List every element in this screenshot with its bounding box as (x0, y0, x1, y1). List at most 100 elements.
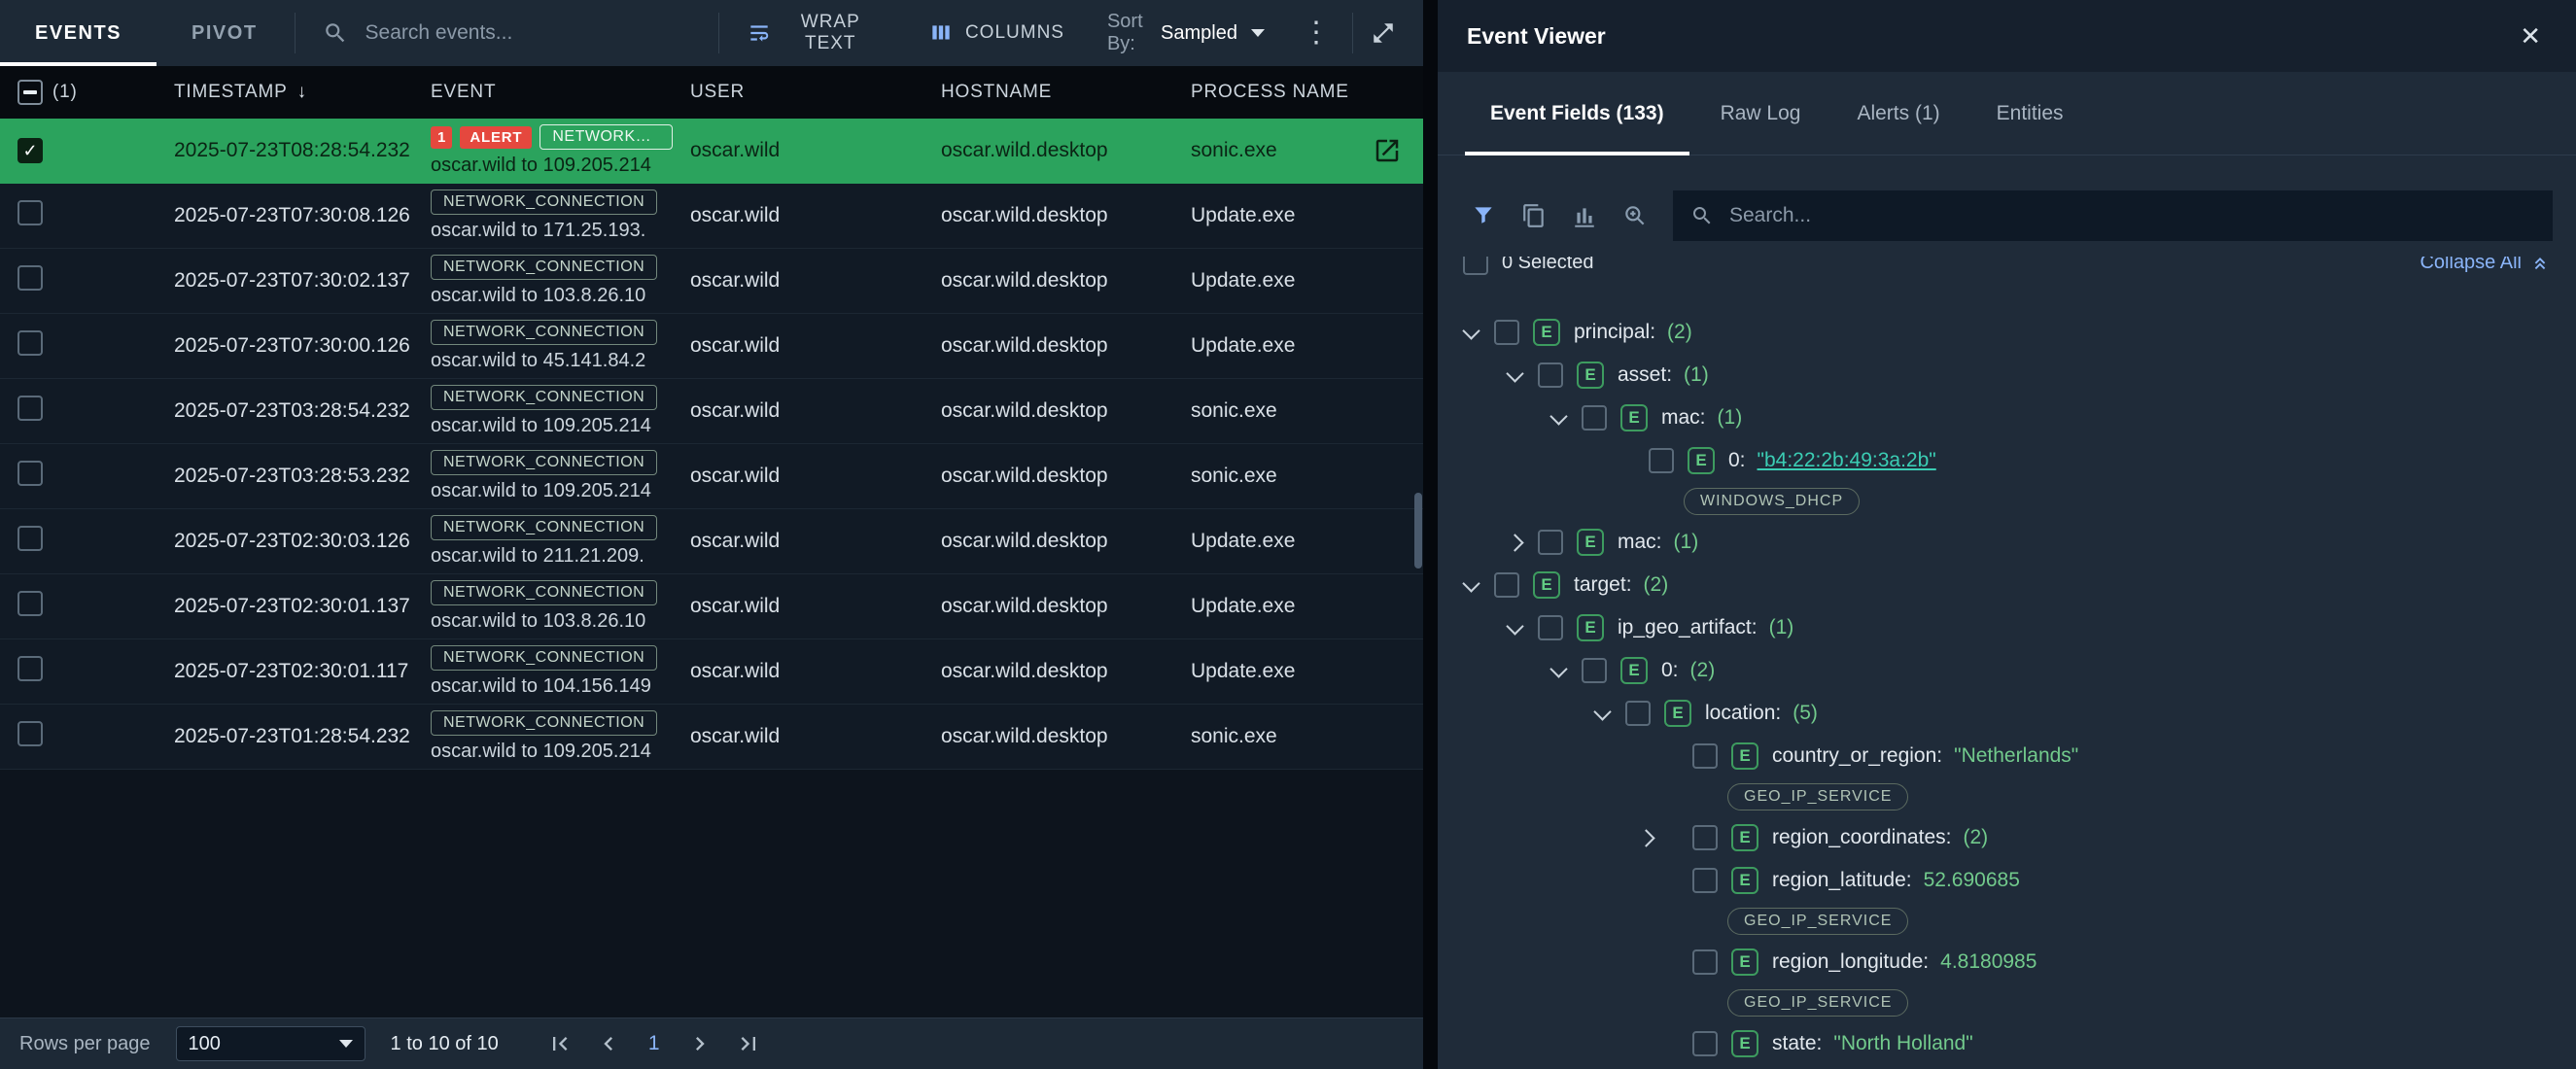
row-checkbox[interactable] (17, 396, 43, 421)
row-checkbox[interactable] (17, 138, 43, 163)
event-detail: oscar.wild to 171.25.193. (431, 220, 646, 241)
field-count: (2) (1963, 826, 1989, 848)
col-header-event[interactable]: EVENT (413, 82, 673, 103)
event-type-badge: NETWORK_CONNECTION (431, 580, 658, 605)
copy-icon[interactable] (1512, 193, 1556, 238)
col-header-process[interactable]: PROCESS NAME (1173, 82, 1423, 103)
tab-entities[interactable]: Entities (1971, 72, 2089, 155)
columns-button[interactable]: COLUMNS (903, 0, 1090, 66)
event-row[interactable]: 2025-07-23T07:30:00.126 NETWORK_CONNECTI… (0, 314, 1423, 379)
chevron-down-icon[interactable] (1503, 616, 1538, 636)
event-row[interactable]: 2025-07-23T08:28:54.232 1 ALERT NETWORK_… (0, 119, 1423, 184)
row-checkbox[interactable] (17, 526, 43, 551)
user-cell: oscar.wild (690, 530, 781, 552)
table-scrollbar-thumb[interactable] (1414, 493, 1422, 569)
more-options-button[interactable]: ⋮ (1282, 18, 1350, 48)
entity-value-link[interactable]: "b4:22:2b:49:3a:2b" (1757, 449, 1936, 471)
row-checkbox[interactable] (17, 591, 43, 616)
event-detail: oscar.wild to 109.205.214 (431, 741, 651, 762)
event-row[interactable]: 2025-07-23T03:28:54.232 NETWORK_CONNECTI… (0, 379, 1423, 444)
chevron-down-icon[interactable] (1459, 573, 1494, 593)
field-checkbox[interactable] (1692, 1031, 1718, 1056)
collapse-all-button[interactable]: Collapse All (2419, 257, 2551, 274)
events-search[interactable] (297, 20, 716, 46)
chevron-down-icon[interactable] (1503, 363, 1538, 383)
event-row[interactable]: 2025-07-23T01:28:54.232 NETWORK_CONNECTI… (0, 705, 1423, 770)
field-checkbox[interactable] (1692, 949, 1718, 975)
alert-badge[interactable]: ALERT (460, 125, 533, 149)
event-row[interactable]: 2025-07-23T07:30:08.126 NETWORK_CONNECTI… (0, 184, 1423, 249)
chevron-down-icon[interactable] (1590, 702, 1625, 721)
field-checkbox[interactable] (1692, 825, 1718, 850)
field-checkbox[interactable] (1538, 362, 1563, 388)
tab-raw-log[interactable]: Raw Log (1695, 72, 1827, 155)
event-type-badge: NETWORK_CONNECTION (431, 385, 658, 410)
select-all-header: (1) (0, 80, 157, 105)
event-row[interactable]: 2025-07-23T03:28:53.232 NETWORK_CONNECTI… (0, 444, 1423, 509)
field-checkbox[interactable] (1582, 405, 1607, 431)
field-checkbox[interactable] (1649, 448, 1674, 473)
checkbox-cell (0, 721, 157, 752)
chevron-down-icon[interactable] (1547, 659, 1582, 678)
chevron-down-icon (338, 1040, 353, 1048)
expand-panel-button[interactable] (1355, 0, 1411, 66)
event-row[interactable]: 2025-07-23T02:30:01.137 NETWORK_CONNECTI… (0, 574, 1423, 639)
field-checkbox[interactable] (1692, 868, 1718, 893)
fields-search[interactable] (1673, 190, 2553, 241)
event-row[interactable]: 2025-07-23T07:30:02.137 NETWORK_CONNECTI… (0, 249, 1423, 314)
row-checkbox[interactable] (17, 721, 43, 746)
events-search-input[interactable] (363, 20, 691, 46)
tab-pivot[interactable]: PIVOT (157, 0, 293, 66)
tab-alerts[interactable]: Alerts (1) (1831, 72, 1965, 155)
field-checkbox[interactable] (1625, 701, 1651, 726)
event-row[interactable]: 2025-07-23T02:30:01.117 NETWORK_CONNECTI… (0, 639, 1423, 705)
fields-search-input[interactable] (1727, 203, 2535, 228)
col-header-timestamp[interactable]: TIMESTAMP ↓ (157, 82, 413, 103)
field-checkbox[interactable] (1692, 743, 1718, 769)
hostname-cell: oscar.wild.desktop (941, 399, 1108, 422)
chevron-right-icon[interactable] (1634, 828, 1692, 847)
tab-entities-label: Entities (1996, 101, 2064, 124)
row-checkbox[interactable] (17, 461, 43, 486)
field-checkbox[interactable] (1538, 615, 1563, 640)
add-chart-icon[interactable] (1562, 193, 1607, 238)
rows-per-page-select[interactable]: 100 (175, 1026, 366, 1061)
next-page-button[interactable] (678, 1021, 722, 1066)
chevron-spacer (1590, 457, 1649, 466)
field-checkbox[interactable] (1494, 320, 1519, 345)
panel-divider[interactable] (1423, 0, 1438, 1069)
col-header-user[interactable]: USER (673, 82, 923, 103)
chevron-down-icon[interactable] (1459, 321, 1494, 340)
field-checkbox[interactable] (1538, 530, 1563, 555)
source-pill-row: GEO_IP_SERVICE (1438, 777, 2576, 816)
current-page-number[interactable]: 1 (647, 1032, 660, 1054)
row-checkbox[interactable] (17, 656, 43, 681)
field-checkbox[interactable] (1494, 572, 1519, 598)
tree-node-mac-collapsed: E mac: (1) (1438, 521, 2576, 564)
alert-count-badge[interactable]: 1 (431, 125, 453, 149)
row-checkbox[interactable] (17, 200, 43, 225)
first-page-button[interactable] (538, 1021, 582, 1066)
row-checkbox[interactable] (17, 330, 43, 356)
select-all-fields-checkbox[interactable] (1463, 257, 1488, 275)
row-checkbox[interactable] (17, 265, 43, 291)
wrap-text-button[interactable]: WRAP TEXT (721, 0, 903, 66)
event-row[interactable]: 2025-07-23T02:30:03.126 NETWORK_CONNECTI… (0, 509, 1423, 574)
udm-search-icon[interactable] (1613, 193, 1657, 238)
filter-icon[interactable] (1461, 193, 1506, 238)
chevron-right-icon[interactable] (1503, 533, 1538, 552)
rows-per-page-label: Rows per page (19, 1032, 151, 1054)
chevron-down-icon[interactable] (1547, 406, 1582, 426)
previous-page-button[interactable] (586, 1021, 631, 1066)
field-key: region_coordinates: (1772, 826, 1952, 848)
last-page-button[interactable] (726, 1021, 771, 1066)
col-header-hostname[interactable]: HOSTNAME (923, 82, 1173, 103)
sort-by-dropdown[interactable]: Sort By: Sampled (1090, 11, 1282, 55)
checkbox-cell (0, 200, 157, 231)
tab-events[interactable]: EVENTS (0, 0, 157, 66)
tab-event-fields[interactable]: Event Fields (133) (1465, 72, 1689, 155)
open-event-icon[interactable] (1373, 136, 1402, 165)
field-checkbox[interactable] (1582, 658, 1607, 683)
select-all-checkbox[interactable] (17, 80, 43, 105)
close-icon[interactable]: ✕ (2514, 22, 2547, 50)
